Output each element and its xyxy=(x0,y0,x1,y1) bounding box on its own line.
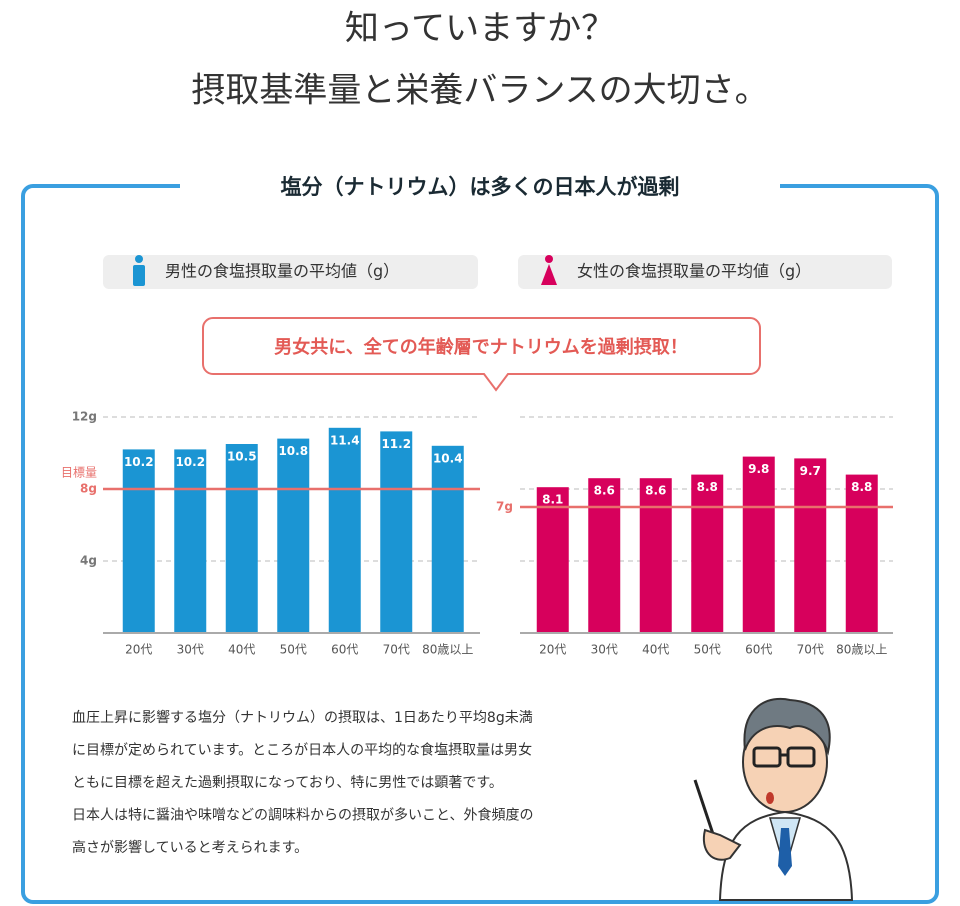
value-label: 8.6 xyxy=(594,484,615,498)
value-label: 11.4 xyxy=(330,433,360,447)
target-label: 目標量 xyxy=(61,466,97,480)
bar xyxy=(691,474,724,633)
x-tick-label: 60代 xyxy=(745,643,772,657)
legend-label: 女性の食塩摂取量の平均値（g） xyxy=(577,262,811,281)
x-tick-label: 80歳以上 xyxy=(836,643,887,657)
x-tick-label: 50代 xyxy=(280,643,307,657)
bar xyxy=(431,445,464,633)
x-tick-label: 60代 xyxy=(331,643,358,657)
doctor-illustration xyxy=(693,697,854,901)
body-line: 高さが影響していると考えられます。 xyxy=(72,839,308,856)
title-bg xyxy=(180,170,780,204)
x-tick-label: 40代 xyxy=(642,643,669,657)
y-tick-label: 4g xyxy=(80,554,97,568)
legend-label: 男性の食塩摂取量の平均値（g） xyxy=(165,262,399,281)
bar xyxy=(225,444,258,633)
value-label: 8.8 xyxy=(697,480,718,494)
x-tick-label: 70代 xyxy=(383,643,410,657)
y-tick-label: 12g xyxy=(72,410,97,424)
callout-text: 男女共に、全ての年齢層でナトリウムを過剰摂取！ xyxy=(274,336,687,358)
value-label: 9.7 xyxy=(800,464,821,478)
value-label: 10.2 xyxy=(124,455,154,469)
female-icon xyxy=(541,264,557,285)
body-line: に目標が定められています。ところが日本人の平均的な食塩摂取量は男女 xyxy=(72,742,532,759)
x-tick-label: 40代 xyxy=(228,643,255,657)
x-tick-label: 30代 xyxy=(591,643,618,657)
bar xyxy=(328,427,361,633)
x-tick-label: 30代 xyxy=(177,643,204,657)
x-tick-label: 80歳以上 xyxy=(422,643,473,657)
body-line: ともに目標を超えた過剰摂取になっており、特に男性では顕著です。 xyxy=(72,775,503,791)
bar xyxy=(845,474,878,633)
male-icon xyxy=(135,255,143,263)
legend-pill xyxy=(103,255,478,289)
title-line: 摂取基準量と栄養バランスの大切さ。 xyxy=(191,71,768,111)
y-tick-label: 8g xyxy=(80,482,97,496)
x-tick-label: 20代 xyxy=(539,643,566,657)
female-icon xyxy=(545,255,553,263)
value-label: 8.8 xyxy=(851,480,872,494)
value-label: 8.6 xyxy=(645,484,666,498)
bar xyxy=(122,449,155,633)
bar xyxy=(277,438,310,633)
value-label: 9.8 xyxy=(748,462,769,476)
body-text: 血圧上昇に影響する塩分（ナトリウム）の摂取は、1日あたり平均8g未満に目標が定め… xyxy=(72,709,533,856)
bar xyxy=(794,458,827,633)
body-line: 血圧上昇に影響する塩分（ナトリウム）の摂取は、1日あたり平均8g未満 xyxy=(72,709,533,726)
value-label: 10.5 xyxy=(227,450,257,464)
x-tick-label: 50代 xyxy=(694,643,721,657)
callout-box xyxy=(202,317,761,392)
bar xyxy=(588,478,621,633)
bar xyxy=(639,478,672,633)
male-icon xyxy=(133,265,145,286)
x-tick-label: 20代 xyxy=(125,643,152,657)
legend-pill xyxy=(518,255,892,289)
target-label: 7g xyxy=(496,500,513,514)
bar xyxy=(380,431,413,633)
bar xyxy=(174,449,207,633)
value-label: 8.1 xyxy=(542,493,563,507)
x-tick-label: 70代 xyxy=(797,643,824,657)
section-title: 塩分（ナトリウム）は多くの日本人が過剰 xyxy=(281,175,680,199)
title-line: 知っていますか？ xyxy=(345,9,615,49)
bar xyxy=(536,487,569,633)
value-label: 10.2 xyxy=(175,455,205,469)
value-label: 10.4 xyxy=(433,451,463,465)
value-label: 11.2 xyxy=(381,437,411,451)
bar xyxy=(742,456,775,633)
value-label: 10.8 xyxy=(278,444,308,458)
body-line: 日本人は特に醤油や味噌などの調味料からの摂取が多いこと、外食頻度の xyxy=(72,807,533,824)
